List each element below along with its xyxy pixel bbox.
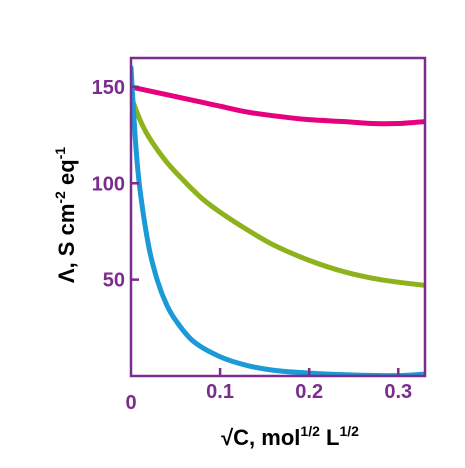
plot-border (129, 56, 427, 378)
x-tick-label: 0.3 (384, 381, 412, 403)
y-axis-title: Λ, S cm-2 eq-1 (52, 147, 79, 283)
y-axis-title-sup1: -2 (52, 191, 68, 204)
x-axis-title-sup2: 1/2 (339, 423, 359, 439)
x-tick-label: 0.2 (295, 381, 323, 403)
y-axis-title-base: Λ, S cm (54, 204, 79, 283)
series-line-3 (131, 65, 425, 376)
x-axis-title-sup1: 1/2 (300, 423, 320, 439)
y-tick-label: 100 (92, 173, 125, 195)
plot-frame (129, 56, 427, 378)
x-axis-title-mid: L (320, 425, 340, 450)
x-axis-title: √C, mol1/2 L1/2 (221, 423, 359, 450)
y-tick-label: 50 (103, 270, 125, 292)
series-layer (131, 65, 425, 376)
x-tick-label: 0 (125, 392, 136, 414)
y-axis-title-sup2: -1 (52, 147, 68, 160)
y-axis-title-mid: eq (54, 159, 79, 191)
series-line-1 (131, 84, 425, 127)
tick-layer: 0 0.1 0.2 0.3 50 100 150 (92, 77, 413, 414)
x-tick-label: 0.1 (206, 381, 234, 403)
series-line-2 (131, 94, 425, 288)
y-tick-label: 150 (92, 77, 125, 99)
x-axis-title-base: √C, mol (221, 425, 300, 450)
